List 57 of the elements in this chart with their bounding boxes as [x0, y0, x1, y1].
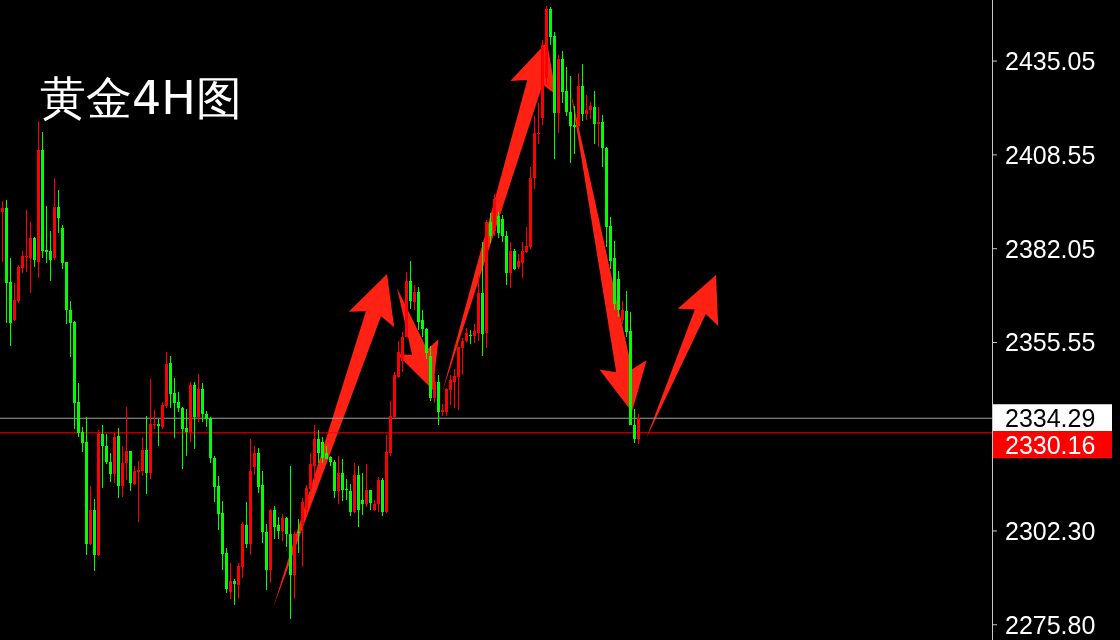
candlestick — [489, 212, 492, 244]
candlestick — [569, 75, 572, 164]
candlestick — [361, 472, 364, 516]
candlestick — [433, 374, 436, 404]
candlestick — [597, 106, 600, 148]
candlestick — [425, 328, 428, 360]
candlestick — [337, 455, 340, 505]
candlestick — [461, 337, 464, 376]
candlestick — [285, 516, 288, 548]
candlestick — [281, 513, 284, 542]
candlestick — [585, 94, 588, 121]
candlestick — [501, 214, 504, 243]
candlestick — [105, 433, 108, 465]
candlestick — [25, 209, 28, 273]
candlestick — [321, 436, 324, 464]
candlestick — [181, 406, 184, 470]
candlestick — [317, 429, 320, 464]
candlestick — [369, 489, 372, 511]
candlestick — [273, 505, 276, 540]
candlestick — [57, 189, 60, 234]
y-tick-label: 2382.05 — [1005, 234, 1096, 263]
candlestick — [33, 236, 36, 268]
candlestick — [365, 463, 368, 508]
candlestick — [573, 105, 576, 155]
y-tick-label: 2275.80 — [1005, 610, 1096, 639]
candlestick — [413, 284, 416, 311]
candlestick — [341, 458, 344, 502]
candlestick — [521, 241, 524, 279]
candlestick — [177, 391, 180, 413]
candlestick — [109, 452, 112, 483]
candlestick — [101, 424, 104, 489]
y-tick-label: 2302.30 — [1005, 516, 1096, 545]
candlestick — [29, 221, 32, 294]
candlestick — [513, 248, 516, 271]
ref-line-label: 2334.29 — [1005, 403, 1096, 432]
candlestick — [145, 415, 148, 495]
text: 黄金4H图 — [40, 71, 242, 125]
y-tick-label: 2408.55 — [1005, 140, 1096, 169]
candlestick — [409, 260, 412, 310]
candlestick — [509, 241, 512, 289]
candlestick — [593, 90, 596, 145]
candlestick — [253, 445, 256, 476]
y-tick-label: 2435.05 — [1005, 47, 1096, 76]
candlestick — [349, 483, 352, 517]
candlestick — [621, 300, 624, 325]
candlestick — [121, 445, 124, 498]
candlestick — [497, 211, 500, 239]
candlestick — [233, 578, 236, 606]
candlestick — [633, 408, 636, 444]
y-tick-label: 2355.55 — [1005, 328, 1096, 357]
ref-line-label: 2330.16 — [1005, 430, 1096, 459]
candlestick — [245, 501, 248, 549]
candlestick — [141, 436, 144, 477]
candlestick — [185, 408, 188, 457]
candlestick — [49, 230, 52, 282]
candlestick — [229, 562, 232, 600]
candlestick — [133, 465, 136, 486]
